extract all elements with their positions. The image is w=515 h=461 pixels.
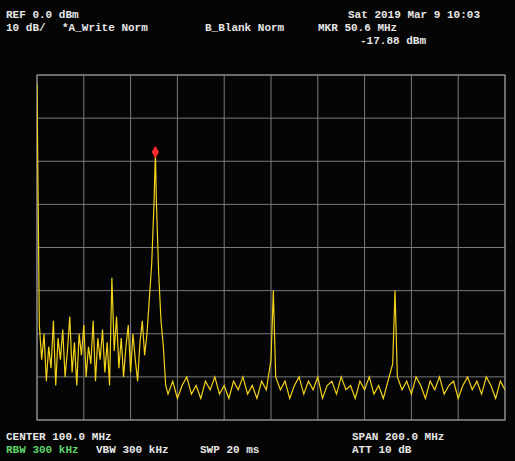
annotation: Sat 2019 Mar 9 10:03	[348, 9, 480, 21]
screen: REF 0.0 dBm10 dB/ *A_Write Norm B_Blank No…	[0, 0, 515, 461]
annotation: -17.88 dBm	[360, 35, 426, 47]
annotation: SWP 20 ms	[200, 444, 259, 456]
annotation: SPAN 200.0 MHz	[352, 431, 444, 443]
annotation: VBW 300 kHz	[96, 444, 169, 456]
grid-line-y	[37, 247, 505, 248]
annotation: B_Blank Norm	[205, 22, 285, 34]
annotation: 10 dB/	[6, 22, 46, 34]
grid	[37, 75, 505, 420]
plot-area	[37, 84, 505, 399]
grid-line-y	[37, 290, 505, 291]
annotation: *A_Write Norm	[62, 22, 148, 34]
background	[0, 0, 515, 461]
annotations: REF 0.0 dBm10 dB/ *A_Write Norm B_Blank No…	[6, 9, 480, 456]
annotation: CENTER 100.0 MHz	[6, 431, 112, 443]
annotation: RBW 300 kHz	[6, 444, 79, 456]
plot-frame	[37, 75, 505, 420]
annotation: REF 0.0 dBm	[6, 9, 79, 21]
grid-line-y	[37, 376, 505, 377]
annotation: ATT 10 dB	[352, 444, 412, 456]
grid-line-y	[37, 333, 505, 334]
grid-line-y	[37, 161, 505, 162]
annotation: MKR 50.6 MHz	[318, 22, 397, 34]
peak-marker	[152, 146, 159, 158]
trace	[37, 84, 505, 399]
grid-line-y	[37, 204, 505, 205]
grid-line-y	[37, 118, 505, 119]
